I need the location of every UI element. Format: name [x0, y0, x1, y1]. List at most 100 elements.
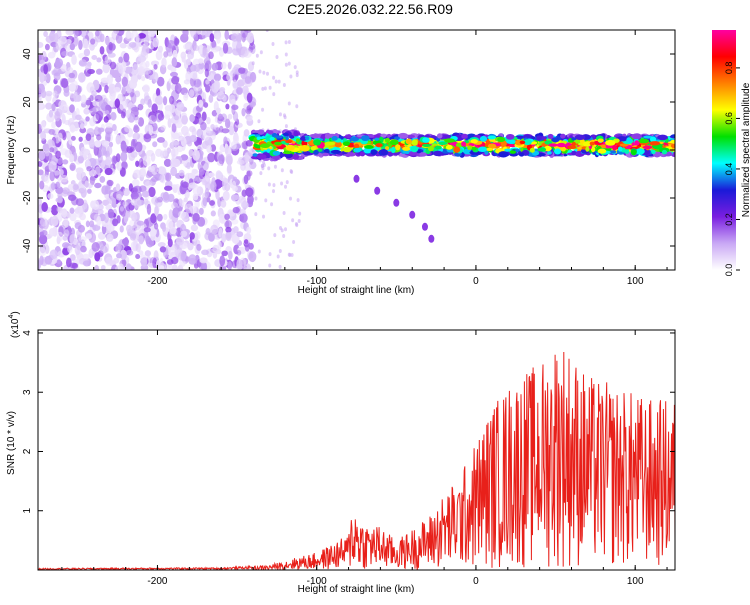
heatmap-cell	[438, 141, 448, 146]
heatmap-cell	[194, 199, 200, 209]
heatmap-cell	[509, 150, 517, 154]
heatmap-cell	[124, 66, 133, 74]
heatmap-cell	[51, 121, 57, 129]
heatmap-cell	[38, 247, 47, 257]
heatmap-cell	[130, 191, 139, 200]
heatmap-cell	[505, 133, 515, 140]
heatmap-cell	[331, 136, 338, 141]
heatmap-cell	[161, 57, 167, 68]
heatmap-cell	[405, 138, 412, 145]
heatmap-cell	[287, 101, 291, 106]
heatmap-cell	[66, 132, 72, 141]
heatmap-cell	[197, 58, 204, 64]
heatmap-cell	[231, 104, 236, 115]
heatmap-cell	[257, 129, 265, 135]
heatmap-cell	[353, 143, 360, 149]
heatmap-cell	[69, 212, 77, 222]
heatmap-cell	[262, 214, 266, 219]
heatmap-cell	[278, 225, 282, 230]
heatmap-cell	[68, 72, 75, 79]
heatmap-cell	[69, 154, 75, 163]
heatmap-cell	[201, 249, 209, 256]
heatmap-cell	[107, 52, 116, 58]
heatmap-cell	[221, 250, 228, 257]
heatmap-cell	[249, 101, 257, 107]
heatmap-cell	[128, 41, 137, 48]
heatmap-cell	[80, 171, 87, 182]
heatmap-cell	[68, 83, 76, 92]
heatmap-cell	[150, 164, 159, 175]
x-tick-label: -100	[307, 276, 327, 287]
heatmap-cell	[126, 146, 134, 154]
heatmap-cell	[38, 41, 44, 48]
heatmap-cell	[143, 198, 149, 205]
heatmap-cell	[78, 39, 83, 50]
heatmap-cell	[104, 159, 111, 166]
heatmap-cell	[268, 263, 272, 268]
heatmap-cell	[153, 64, 158, 70]
heatmap-cell	[236, 41, 242, 49]
heatmap-cell	[181, 125, 189, 136]
heatmap-cell	[115, 243, 123, 251]
heatmap-cell	[270, 202, 274, 207]
heatmap-cell	[670, 143, 675, 149]
heatmap-cell	[282, 233, 286, 238]
heatmap-cell	[221, 181, 227, 191]
heatmap-cell	[537, 147, 547, 152]
heatmap-cell	[216, 35, 221, 44]
heatmap-cell	[116, 161, 123, 172]
heatmap-cell	[188, 148, 194, 157]
heatmap-cell	[86, 188, 92, 194]
heatmap-cell	[547, 151, 552, 155]
heatmap-cell	[181, 181, 190, 188]
heatmap-cell	[41, 229, 48, 236]
heatmap-cell	[211, 39, 217, 49]
heatmap-cell	[271, 42, 275, 47]
heatmap-cell	[138, 235, 144, 245]
colorbar-tick-label: 0.8	[724, 62, 734, 75]
trace-point	[374, 186, 381, 195]
heatmap-cell	[130, 138, 136, 150]
trace-point	[428, 234, 435, 243]
heatmap-cell	[114, 98, 121, 109]
heatmap-cell	[208, 232, 215, 242]
heatmap-cell	[211, 62, 219, 71]
heatmap-cell	[156, 76, 165, 87]
heatmap-cell	[59, 174, 69, 183]
heatmap-cell	[631, 133, 642, 140]
heatmap-cell	[148, 124, 154, 136]
heatmap-cell	[193, 34, 199, 41]
heatmap-cell	[138, 250, 144, 256]
x-tick-label: 0	[473, 276, 479, 287]
heatmap-cell	[282, 82, 286, 87]
heatmap-cell	[94, 140, 102, 148]
heatmap-cell	[55, 150, 61, 159]
heatmap-cell	[183, 43, 191, 50]
heatmap-cell	[193, 45, 200, 52]
heatmap-cell	[88, 169, 97, 177]
heatmap-cell	[649, 136, 657, 143]
heatmap-cell	[107, 208, 115, 219]
heatmap-cell	[67, 77, 76, 83]
heatmap-cell	[259, 171, 263, 176]
heatmap-cell	[246, 226, 252, 234]
heatmap-cell	[124, 125, 131, 133]
x-tick-label: -200	[147, 276, 167, 287]
heatmap-cell	[51, 103, 56, 112]
y-tick-label: 1	[22, 508, 33, 514]
heatmap-cell	[246, 92, 253, 103]
heatmap-cell	[485, 147, 494, 151]
heatmap-cell	[171, 140, 180, 146]
heatmap-cell	[54, 32, 59, 43]
heatmap-cell	[395, 144, 401, 151]
heatmap-cell	[334, 141, 342, 148]
heatmap-cell	[293, 65, 297, 70]
heatmap-cell	[470, 139, 478, 144]
heatmap-cell	[115, 183, 121, 192]
heatmap-cell	[375, 143, 383, 148]
heatmap-cell	[50, 204, 59, 216]
heatmap-cell	[197, 116, 205, 125]
heatmap-cell	[158, 166, 167, 175]
heatmap-cell	[169, 71, 178, 77]
